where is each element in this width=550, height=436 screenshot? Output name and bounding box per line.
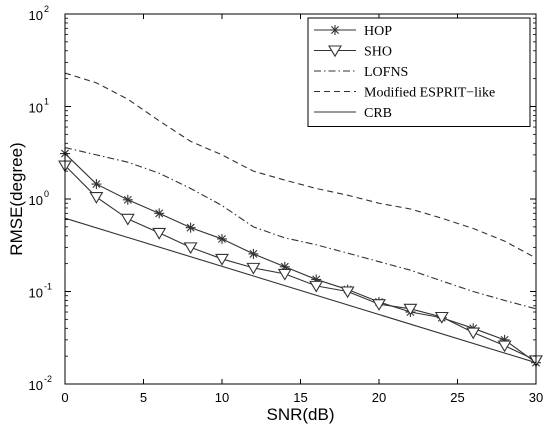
data-point <box>403 303 418 316</box>
legend-entry: HOP <box>314 24 392 39</box>
series-line <box>64 153 537 364</box>
y-tick-label: 10 1 <box>29 97 49 116</box>
y-tick-base: 10 <box>29 286 43 301</box>
y-tick-exponent: -2 <box>44 374 52 384</box>
legend-label: CRB <box>364 106 392 121</box>
series-3 <box>64 72 537 259</box>
x-tick-label: 0 <box>61 390 68 405</box>
data-point <box>122 194 133 205</box>
data-point <box>89 191 104 204</box>
x-tick-label: 10 <box>215 390 229 405</box>
x-tick-label: 20 <box>372 390 386 405</box>
y-tick-base: 10 <box>29 193 43 208</box>
data-point <box>154 208 165 219</box>
y-tick-base: 10 <box>29 378 43 393</box>
data-point <box>246 262 261 275</box>
data-point <box>248 248 259 259</box>
data-point <box>217 233 227 244</box>
x-tick-label: 15 <box>293 390 307 405</box>
y-tick-label: 10 -1 <box>29 282 52 301</box>
legend-entry: Modified ESPRIT−like <box>314 86 495 101</box>
y-axis-label: RMSE(degree) <box>7 142 26 255</box>
legend-entry: SHO <box>314 45 392 60</box>
y-tick-label: 10 2 <box>29 4 49 23</box>
legend-entry: CRB <box>314 106 392 121</box>
series-line <box>64 72 537 259</box>
data-point <box>340 286 355 299</box>
data-point <box>120 213 135 226</box>
x-tick-label: 30 <box>529 390 543 405</box>
y-tick-base: 10 <box>29 101 43 116</box>
data-point <box>185 222 196 233</box>
data-point <box>152 227 167 240</box>
legend-entry: LOFNS <box>314 65 408 80</box>
legend-label: Modified ESPRIT−like <box>364 86 495 101</box>
data-point <box>434 311 449 324</box>
data-point <box>309 280 324 293</box>
legend-label: HOP <box>364 24 392 39</box>
y-tick-exponent: 2 <box>44 4 49 14</box>
x-tick-label: 5 <box>140 390 147 405</box>
data-point <box>91 179 102 190</box>
legend-box <box>307 17 531 127</box>
y-tick-exponent: 0 <box>44 189 49 199</box>
series-layer <box>58 72 543 368</box>
series-line <box>64 165 537 361</box>
data-point <box>215 253 229 266</box>
data-point <box>372 299 386 311</box>
series-line <box>64 217 537 364</box>
y-tick-label: 10 -2 <box>29 374 52 393</box>
y-tick-base: 10 <box>29 8 43 23</box>
series-4 <box>64 217 537 364</box>
data-point <box>183 242 198 255</box>
legend-label: LOFNS <box>364 65 408 80</box>
x-axis-label: SNR(dB) <box>266 405 334 424</box>
y-tick-label: 10 0 <box>29 189 49 208</box>
x-tick-label: 25 <box>450 390 464 405</box>
legend: HOP SHO LOFNS Modified ESPRIT−like CRB <box>307 17 531 127</box>
y-tick-exponent: -1 <box>44 282 52 292</box>
y-tick-exponent: 1 <box>44 97 49 107</box>
legend-marker <box>328 45 342 58</box>
legend-label: SHO <box>364 45 392 60</box>
data-point <box>497 340 512 353</box>
data-point <box>466 327 481 340</box>
data-point <box>277 268 292 281</box>
legend-marker <box>330 25 340 35</box>
